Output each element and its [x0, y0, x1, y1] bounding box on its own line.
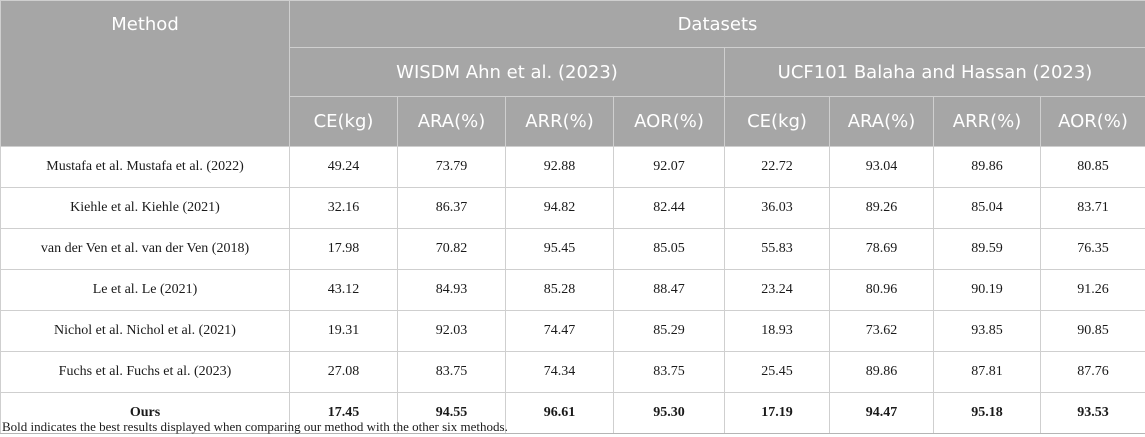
value-cell: 32.16 — [289, 187, 398, 229]
table-row: Mustafa et al. Mustafa et al. (2022) 49.2… — [0, 146, 1145, 188]
metric-header: CE(kg) — [724, 96, 830, 147]
table-row: van der Ven et al. van der Ven (2018) 17.… — [0, 228, 1145, 270]
dataset-group-ucf101: UCF101 Balaha and Hassan (2023) — [724, 47, 1145, 97]
value-cell: 22.72 — [724, 146, 830, 188]
value-cell: 27.08 — [289, 351, 398, 393]
method-header-label: Method — [111, 14, 179, 35]
value-cell: 95.45 — [505, 228, 614, 270]
value-cell: 83.75 — [613, 351, 725, 393]
datasets-header: Datasets — [289, 0, 1145, 48]
value-cell: 90.85 — [1040, 310, 1145, 352]
table-row: Kiehle et al. Kiehle (2021) 32.16 86.37 94.… — [0, 187, 1145, 229]
value-cell: 82.44 — [613, 187, 725, 229]
value-cell: 93.85 — [933, 310, 1041, 352]
table-footnote: Bold indicates the best results displaye… — [2, 419, 508, 434]
value-cell: 95.18 — [933, 392, 1041, 434]
value-cell: 87.76 — [1040, 351, 1145, 393]
value-cell: 95.30 — [613, 392, 725, 434]
value-cell: 73.62 — [829, 310, 934, 352]
value-cell: 19.31 — [289, 310, 398, 352]
value-cell: 18.93 — [724, 310, 830, 352]
value-cell: 17.19 — [724, 392, 830, 434]
value-cell: 85.29 — [613, 310, 725, 352]
value-cell: 83.75 — [397, 351, 506, 393]
value-cell: 23.24 — [724, 269, 830, 311]
value-cell: 84.93 — [397, 269, 506, 311]
value-cell: 89.86 — [829, 351, 934, 393]
value-cell: 49.24 — [289, 146, 398, 188]
metric-header: ARR(%) — [505, 96, 614, 147]
value-cell: 80.96 — [829, 269, 934, 311]
value-cell: 36.03 — [724, 187, 830, 229]
value-cell: 94.82 — [505, 187, 614, 229]
value-cell: 89.59 — [933, 228, 1041, 270]
value-cell: 70.82 — [397, 228, 506, 270]
method-cell: Ours — [0, 392, 290, 434]
table-row: Ours 17.45 94.55 96.61 95.30 17.19 94.47 95.18 9… — [0, 392, 1145, 434]
value-cell: 88.47 — [613, 269, 725, 311]
value-cell: 74.34 — [505, 351, 614, 393]
value-cell: 87.81 — [933, 351, 1041, 393]
value-cell: 17.98 — [289, 228, 398, 270]
value-cell: 25.45 — [724, 351, 830, 393]
value-cell: 94.47 — [829, 392, 934, 434]
value-cell: 92.07 — [613, 146, 725, 188]
value-cell: 43.12 — [289, 269, 398, 311]
table-row: Nichol et al. Nichol et al. (2021) 19.31 9… — [0, 310, 1145, 352]
value-cell: 73.79 — [397, 146, 506, 188]
metric-header: AOR(%) — [1040, 96, 1145, 147]
value-cell: 55.83 — [724, 228, 830, 270]
metric-header: ARR(%) — [933, 96, 1041, 147]
metric-header: AOR(%) — [613, 96, 725, 147]
value-cell: 85.28 — [505, 269, 614, 311]
table-row: Fuchs et al. Fuchs et al. (2023) 27.08 83.… — [0, 351, 1145, 393]
method-cell: Fuchs et al. Fuchs et al. (2023) — [0, 351, 290, 393]
method-cell: Kiehle et al. Kiehle (2021) — [0, 187, 290, 229]
value-cell: 92.88 — [505, 146, 614, 188]
metric-header: ARA(%) — [397, 96, 506, 147]
value-cell: 93.04 — [829, 146, 934, 188]
value-cell: 96.61 — [505, 392, 614, 434]
method-cell: Le et al. Le (2021) — [0, 269, 290, 311]
method-cell: Nichol et al. Nichol et al. (2021) — [0, 310, 290, 352]
value-cell: 80.85 — [1040, 146, 1145, 188]
value-cell: 89.26 — [829, 187, 934, 229]
method-cell: Mustafa et al. Mustafa et al. (2022) — [0, 146, 290, 188]
value-cell: 93.53 — [1040, 392, 1145, 434]
value-cell: 17.45 — [289, 392, 398, 434]
value-cell: 90.19 — [933, 269, 1041, 311]
value-cell: 78.69 — [829, 228, 934, 270]
value-cell: 83.71 — [1040, 187, 1145, 229]
method-header: Method — [0, 0, 290, 147]
value-cell: 76.35 — [1040, 228, 1145, 270]
value-cell: 89.86 — [933, 146, 1041, 188]
dataset-group-wisdm: WISDM Ahn et al. (2023) — [289, 47, 725, 97]
value-cell: 85.04 — [933, 187, 1041, 229]
value-cell: 92.03 — [397, 310, 506, 352]
value-cell: 91.26 — [1040, 269, 1145, 311]
metric-header: CE(kg) — [289, 96, 398, 147]
value-cell: 74.47 — [505, 310, 614, 352]
metric-header: ARA(%) — [829, 96, 934, 147]
method-cell: van der Ven et al. van der Ven (2018) — [0, 228, 290, 270]
value-cell: 85.05 — [613, 228, 725, 270]
table-row: Le et al. Le (2021) 43.12 84.93 85.28 88.47 2… — [0, 269, 1145, 311]
value-cell: 86.37 — [397, 187, 506, 229]
